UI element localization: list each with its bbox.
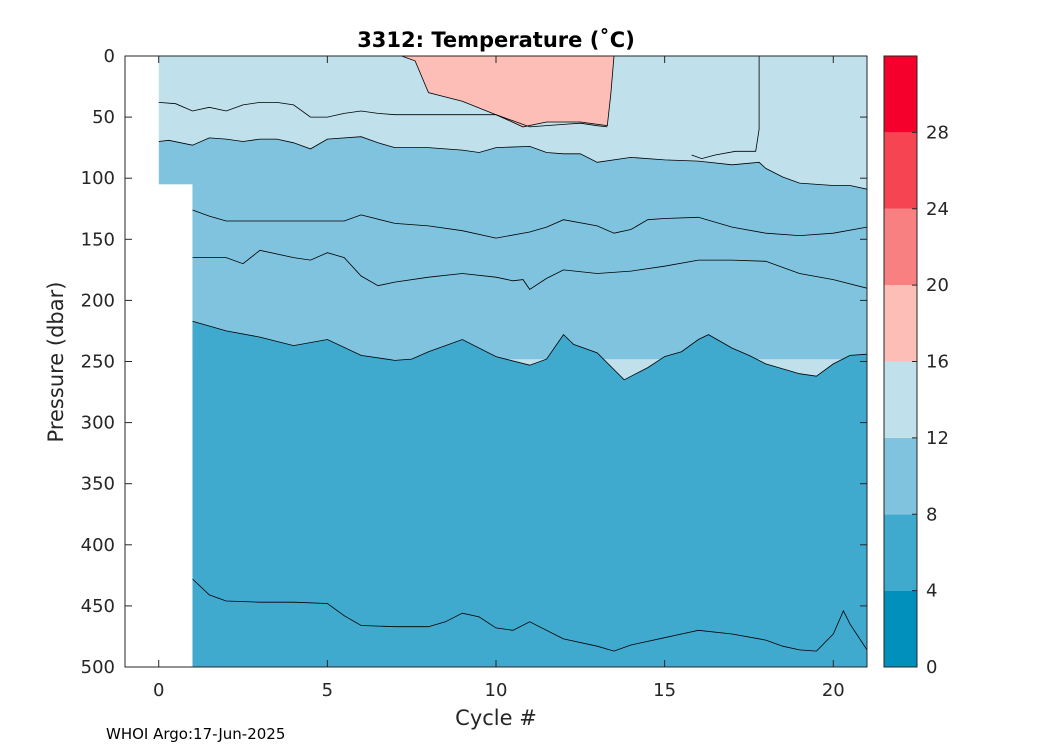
colorbar-segment — [884, 437, 917, 515]
y-tick-label: 450 — [81, 596, 115, 617]
y-tick-label: 500 — [81, 657, 115, 678]
x-tick-label: 5 — [322, 680, 333, 701]
y-tick-label: 300 — [81, 413, 115, 434]
y-tick-label: 150 — [81, 229, 115, 250]
colorbar-segment — [884, 361, 917, 438]
y-tick-label: 50 — [92, 107, 115, 128]
x-tick-label: 0 — [153, 680, 164, 701]
y-tick-label: 400 — [81, 535, 115, 556]
colorbar-segment — [884, 208, 917, 286]
colorbar-tick-label: 4 — [926, 581, 937, 602]
colorbar-tick-label: 28 — [926, 122, 949, 143]
region-16-20 — [401, 56, 614, 127]
y-tick-label: 250 — [81, 352, 115, 373]
x-axis-label: Cycle # — [455, 706, 537, 730]
colorbar-tick-label: 24 — [926, 199, 949, 220]
contour-line-10 — [192, 249, 867, 290]
contour-line-12 — [158, 102, 608, 128]
x-tick-label: 20 — [822, 680, 845, 701]
y-tick-label: 100 — [81, 168, 115, 189]
colorbar-tick-label: 16 — [926, 352, 949, 373]
y-tick-label: 350 — [81, 474, 115, 495]
colorbar-segment — [884, 132, 917, 209]
contour-line-10 — [192, 209, 867, 239]
footer-credit: WHOI Argo:17-Jun-2025 — [106, 725, 286, 743]
colorbar-segment — [884, 56, 917, 133]
region-4-8 — [192, 321, 867, 667]
y-tick-label: 0 — [104, 46, 115, 67]
contour-line-8 — [158, 136, 867, 190]
colorbar-tick-label: 20 — [926, 275, 949, 296]
colorbar-tick-label: 12 — [926, 428, 949, 449]
chart-title: 3312: Temperature (˚C) — [357, 28, 635, 52]
x-tick-label: 10 — [485, 680, 508, 701]
colorbar-tick-label: 8 — [926, 504, 937, 525]
colorbar-tick-label: 0 — [926, 657, 937, 678]
region-8-12 — [158, 136, 867, 360]
y-axis-label: Pressure (dbar) — [44, 282, 68, 443]
contour-line-16 — [401, 56, 615, 128]
contour-line-6 — [192, 578, 867, 652]
contour-lines — [158, 56, 867, 652]
colorbar: 0 4 8 12 16 20 24 28 — [883, 55, 949, 678]
x-tick-label: 15 — [653, 680, 676, 701]
colorbar-segment — [884, 590, 917, 667]
colorbar-segment — [884, 285, 917, 362]
y-tick-label: 200 — [81, 290, 115, 311]
colorbar-segment — [884, 514, 917, 591]
contour-line-8 — [192, 320, 867, 381]
contour-line-12 — [691, 56, 760, 160]
